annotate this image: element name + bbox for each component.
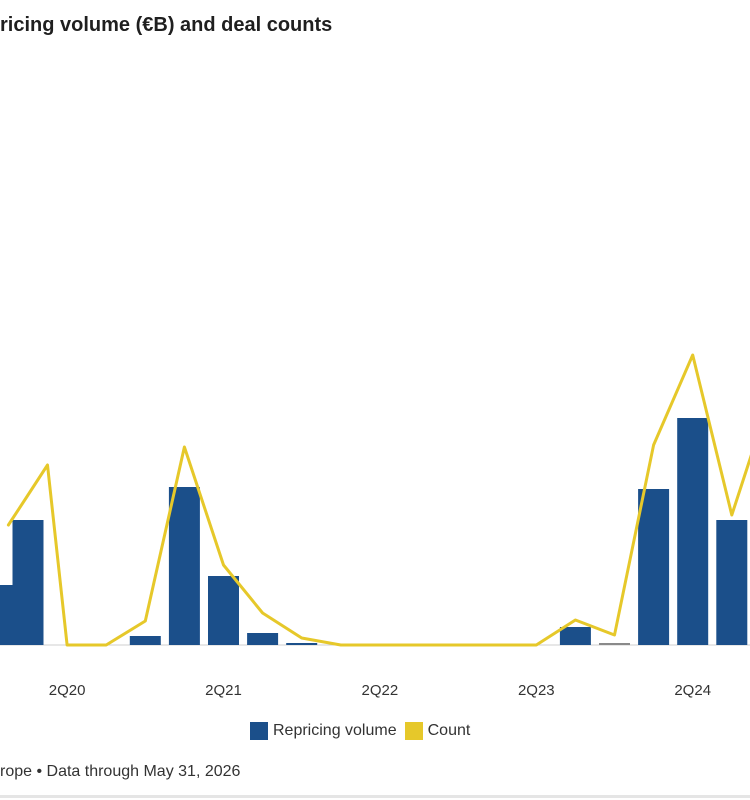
chart-legend: Repricing volume Count — [250, 722, 478, 740]
volume-bar — [208, 576, 239, 645]
bottom-divider — [0, 795, 750, 798]
volume-bar — [599, 643, 630, 645]
source-note: rope • Data through May 31, 2026 — [0, 763, 241, 780]
legend-label-volume: Repricing volume — [273, 722, 397, 739]
volume-bar — [12, 520, 44, 645]
legend-swatch-count — [404, 722, 423, 740]
volume-bar — [247, 633, 279, 645]
volume-bar — [286, 643, 318, 645]
chart-title: ricing volume (€B) and deal counts — [0, 14, 333, 36]
x-tick-label: 2Q23 — [518, 682, 555, 699]
volume-bar — [168, 487, 200, 645]
count-line — [6, 353, 750, 647]
x-tick-label: 2Q21 — [205, 682, 242, 699]
volume-bar — [559, 627, 591, 645]
volume-bar — [677, 418, 709, 645]
x-tick-label: 2Q24 — [674, 682, 711, 699]
legend-item-volume: Repricing volume — [250, 722, 397, 740]
volume-bar — [638, 489, 670, 645]
legend-label-count: Count — [427, 722, 471, 739]
x-tick-label: 2Q20 — [49, 682, 86, 699]
legend-swatch-volume — [250, 722, 268, 740]
volume-bar — [716, 520, 748, 645]
legend-item-count: Count — [404, 722, 471, 740]
x-tick-label: 2Q22 — [362, 682, 399, 699]
volume-bar — [129, 636, 161, 645]
